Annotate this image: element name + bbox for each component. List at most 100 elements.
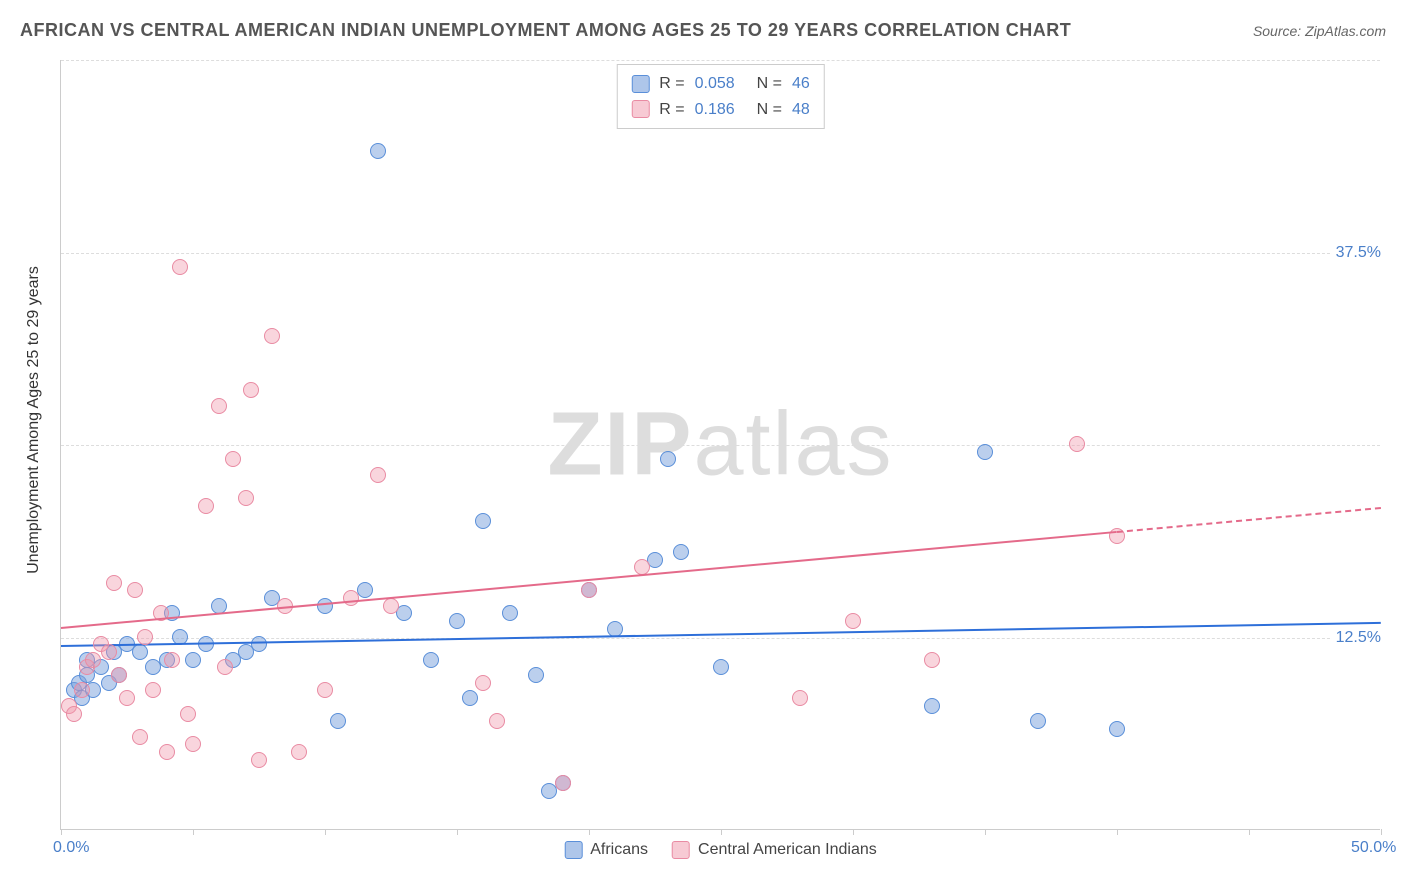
data-point [343,590,359,606]
data-point [145,682,161,698]
data-point [251,752,267,768]
data-point [185,736,201,752]
data-point [977,444,993,460]
data-point [217,659,233,675]
legend-item: Africans [564,841,648,859]
trend-line [61,531,1117,629]
x-tick [193,829,194,835]
data-point [1030,713,1046,729]
data-point [317,682,333,698]
title-bar: AFRICAN VS CENTRAL AMERICAN INDIAN UNEMP… [20,20,1386,41]
data-point [330,713,346,729]
data-point [673,544,689,560]
stats-legend-row: R = 0.058 N = 46 [631,71,809,97]
n-label: N = [757,71,782,97]
x-tick [721,829,722,835]
x-tick-label: 50.0% [1351,839,1396,857]
x-tick [853,829,854,835]
data-point [370,143,386,159]
x-tick [985,829,986,835]
x-tick [589,829,590,835]
x-tick [1249,829,1250,835]
data-point [317,598,333,614]
grid-line [61,253,1380,254]
legend-label: Africans [590,841,648,859]
data-point [119,690,135,706]
stats-legend-row: R = 0.186 N = 48 [631,97,809,123]
data-point [172,259,188,275]
chart-title: AFRICAN VS CENTRAL AMERICAN INDIAN UNEMP… [20,20,1071,41]
data-point [449,613,465,629]
data-point [106,575,122,591]
data-point [1069,436,1085,452]
data-point [792,690,808,706]
y-axis-label: Unemployment Among Ages 25 to 29 years [25,266,43,574]
data-point [924,652,940,668]
r-value: 0.058 [695,71,747,97]
legend-swatch [631,75,649,93]
x-tick [325,829,326,835]
x-tick-label: 0.0% [53,839,89,857]
legend-item: Central American Indians [672,841,877,859]
legend-swatch [631,100,649,118]
data-point [243,382,259,398]
data-point [475,675,491,691]
data-point [198,498,214,514]
x-tick [1117,829,1118,835]
data-point [74,682,90,698]
y-tick-label: 12.5% [1332,629,1385,647]
legend-swatch [672,841,690,859]
data-point [127,582,143,598]
series-legend: Africans Central American Indians [564,841,877,859]
x-tick [1381,829,1382,835]
data-point [66,706,82,722]
data-point [423,652,439,668]
grid-line [61,445,1380,446]
r-value: 0.186 [695,97,747,123]
grid-line [61,60,1380,61]
data-point [159,744,175,760]
data-point [502,605,518,621]
correlation-stats-legend: R = 0.058 N = 46 R = 0.186 N = 48 [616,64,824,129]
data-point [462,690,478,706]
legend-label: Central American Indians [698,841,877,859]
data-point [845,613,861,629]
data-point [528,667,544,683]
scatter-plot-area: ZIPatlas R = 0.058N = 46R = 0.186N = 48 … [60,60,1380,830]
data-point [291,744,307,760]
data-point [581,582,597,598]
trend-line [1117,507,1381,533]
data-point [180,706,196,722]
data-point [370,467,386,483]
trend-line [61,622,1381,647]
data-point [225,451,241,467]
data-point [1109,721,1125,737]
data-point [238,490,254,506]
data-point [489,713,505,729]
data-point [185,652,201,668]
x-tick [457,829,458,835]
y-tick-label: 37.5% [1332,244,1385,262]
r-label: R = [659,97,684,123]
n-value: 48 [792,97,810,123]
data-point [164,652,180,668]
n-value: 46 [792,71,810,97]
data-point [713,659,729,675]
data-point [251,636,267,652]
r-label: R = [659,71,684,97]
data-point [111,667,127,683]
data-point [475,513,491,529]
data-point [555,775,571,791]
data-point [211,398,227,414]
data-point [85,652,101,668]
data-point [137,629,153,645]
legend-swatch [564,841,582,859]
n-label: N = [757,97,782,123]
data-point [132,729,148,745]
data-point [264,328,280,344]
data-point [132,644,148,660]
data-point [101,644,117,660]
data-point [660,451,676,467]
source-attribution: Source: ZipAtlas.com [1253,23,1386,39]
data-point [383,598,399,614]
